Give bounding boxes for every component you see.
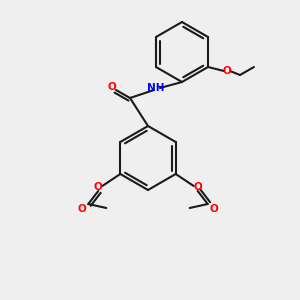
Text: NH: NH <box>147 83 165 93</box>
Text: O: O <box>108 82 116 92</box>
Text: O: O <box>94 182 103 192</box>
Text: O: O <box>193 182 202 192</box>
Text: O: O <box>223 66 231 76</box>
Text: O: O <box>78 204 87 214</box>
Text: O: O <box>209 204 218 214</box>
